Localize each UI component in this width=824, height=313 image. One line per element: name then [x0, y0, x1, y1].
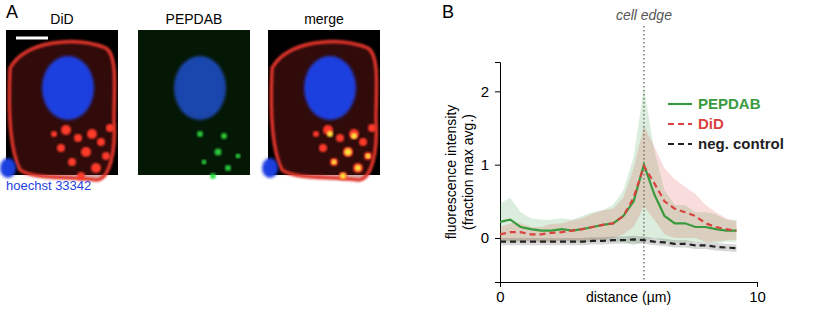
y-tick-label: 1: [481, 156, 489, 173]
x-tick-label: 0: [496, 288, 504, 305]
vesicle: [61, 125, 71, 135]
stain-label: hoechst 33342: [6, 178, 91, 193]
vesicle: [313, 131, 319, 137]
vesicle: [57, 144, 65, 152]
scale-bar: [16, 37, 48, 40]
vesicle: [355, 165, 361, 171]
legend-label: DiD: [698, 115, 724, 132]
vesicle: [336, 134, 344, 142]
plot-area: [500, 88, 736, 252]
vesicle: [339, 172, 347, 180]
vesicle: [106, 124, 114, 132]
vesicle: [97, 138, 105, 146]
cell-outline: [271, 42, 376, 180]
y-axis-title-line: (fraction max avg.): [460, 114, 476, 230]
vesicle: [81, 147, 91, 157]
image-content: [0, 42, 115, 180]
x-tick-mark: [757, 282, 758, 287]
legend-swatch: [668, 143, 692, 145]
image-panel: [138, 30, 250, 179]
legend-swatch: [668, 103, 692, 105]
x-tick-label: 10: [749, 288, 766, 305]
panel-title: DiD: [50, 11, 73, 27]
y-tick-label: 2: [481, 83, 489, 100]
y-tick: 0: [481, 229, 500, 246]
nucleus: [304, 56, 356, 120]
vesicle: [319, 144, 327, 152]
panel-label: B: [442, 2, 454, 22]
image-panel: [262, 30, 380, 180]
y-tick-mark: [495, 238, 500, 239]
nucleus: [42, 56, 94, 120]
figure: A DiD PEPDAB merge hoechst 33342 B 0 10 0 1 2 dista…: [0, 0, 824, 313]
vesicle: [330, 158, 338, 166]
y-tick-mark: [495, 165, 500, 166]
series-line: [500, 239, 736, 248]
x-tick: 0: [496, 282, 504, 305]
nucleus: [0, 158, 16, 178]
legend-label: neg. control: [698, 135, 784, 152]
legend-item: neg. control: [668, 135, 784, 152]
background-signal: [138, 30, 250, 175]
vesicle: [68, 158, 76, 166]
annotation-text: cell edge: [616, 7, 672, 23]
vesicle: [351, 133, 357, 139]
y-tick: 2: [481, 83, 500, 100]
y-tick-label: 0: [481, 229, 489, 246]
x-tick: 10: [749, 282, 766, 305]
image-background: [138, 30, 250, 175]
panel-title: merge: [304, 11, 344, 27]
vesicle: [74, 134, 82, 142]
vesicle: [340, 173, 346, 179]
vesicle: [353, 163, 363, 173]
vesicle: [102, 152, 110, 160]
x-axis-title: distance (µm): [586, 289, 671, 305]
y-axis: 0 1 2: [481, 63, 501, 283]
vesicle: [364, 152, 372, 160]
vesicle: [345, 149, 352, 156]
cell-outline: [9, 42, 114, 180]
legend-swatch: [668, 123, 692, 125]
vesicle: [349, 129, 359, 139]
vesicle: [368, 124, 376, 132]
y-tick: 1: [481, 156, 500, 173]
y-axis-line: [495, 63, 501, 283]
legend-item: DiD: [668, 115, 724, 132]
legend: PEPDAB DiD neg. control: [668, 95, 784, 152]
vesicle: [343, 147, 353, 157]
image-panel: [0, 30, 118, 180]
y-tick-mark: [495, 91, 500, 92]
nucleus: [262, 158, 278, 178]
vesicle: [51, 131, 57, 137]
y-axis-title: fluorescence intensity(fraction max avg.…: [443, 105, 476, 240]
error-band: [500, 236, 736, 252]
image-content: [138, 30, 250, 179]
vesicle: [87, 129, 97, 139]
y-axis-title-line: fluorescence intensity: [443, 105, 459, 240]
panel-title: PEPDAB: [166, 11, 223, 27]
x-axis-line: [501, 283, 758, 288]
vesicle: [359, 138, 367, 146]
vesicle: [366, 154, 371, 159]
image-content: [262, 42, 377, 180]
vesicle: [327, 131, 333, 137]
vesicle: [91, 163, 101, 173]
legend-label: PEPDAB: [698, 95, 761, 112]
x-axis: 0 10: [496, 282, 766, 305]
panel-label: A: [6, 2, 18, 22]
vesicle: [332, 160, 337, 165]
legend-item: PEPDAB: [668, 95, 761, 112]
series-line: [500, 166, 736, 234]
